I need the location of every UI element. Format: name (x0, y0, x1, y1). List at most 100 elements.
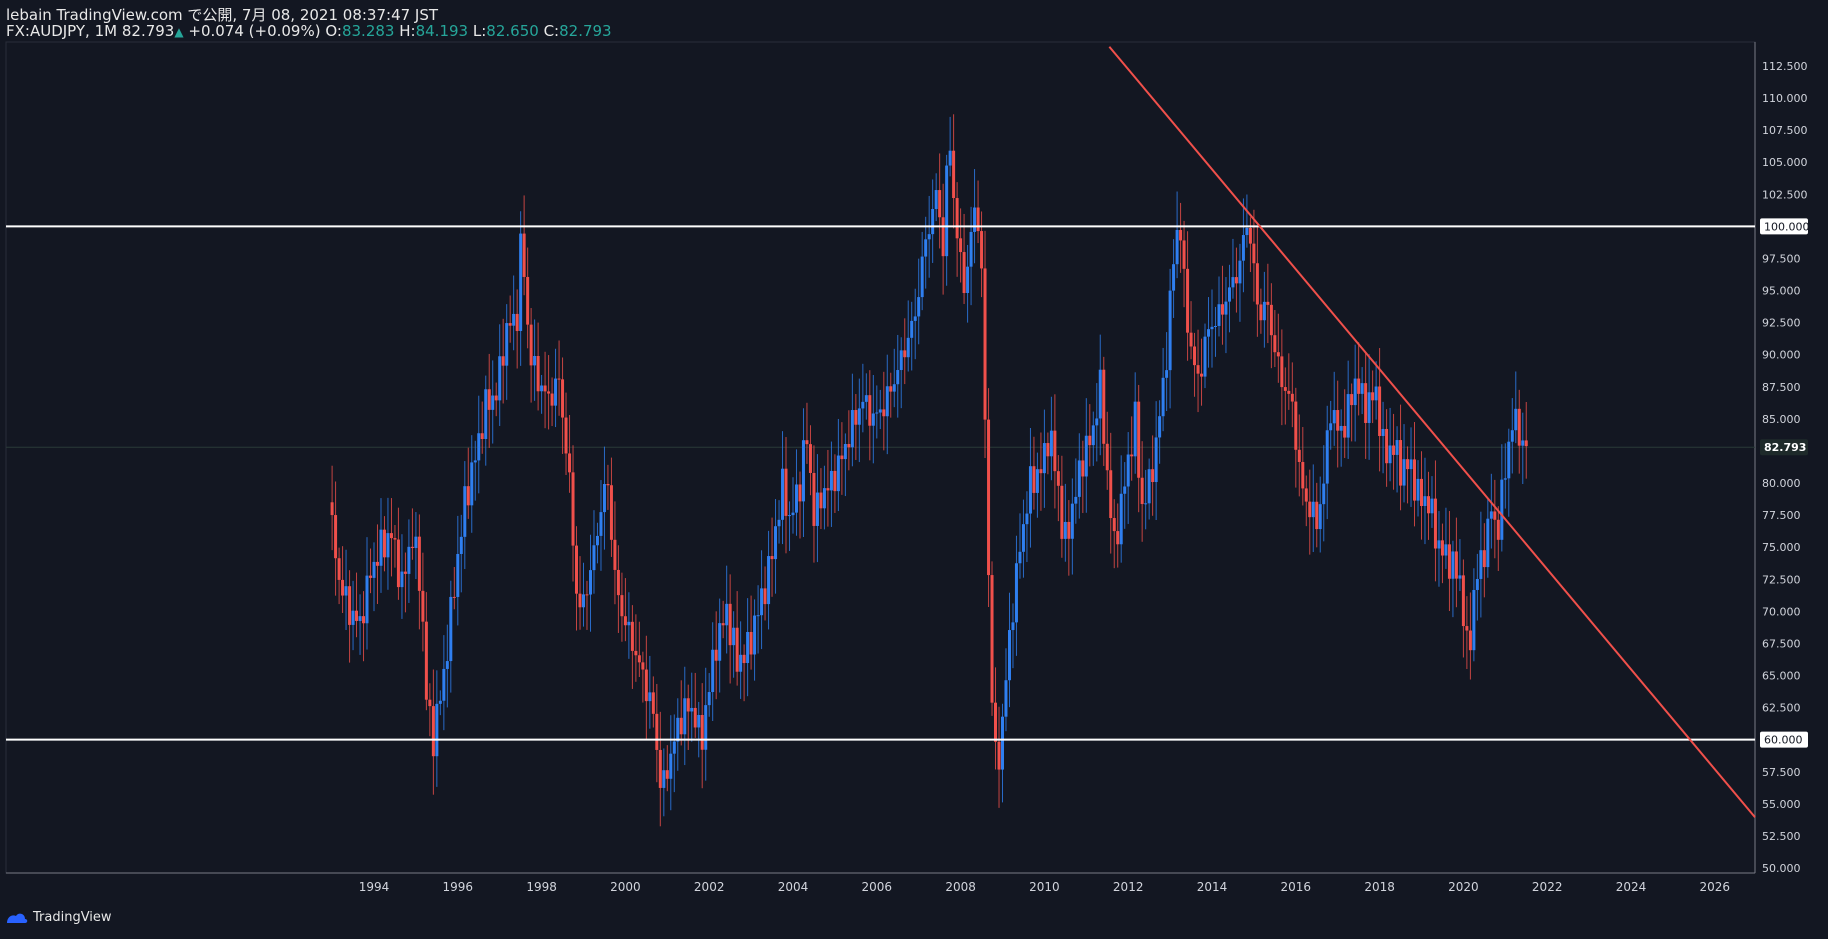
candle-body (1308, 501, 1312, 518)
candle (1322, 445, 1326, 542)
candle (756, 585, 760, 654)
candle (606, 464, 610, 510)
candle (1409, 427, 1413, 507)
candle (1252, 209, 1256, 302)
y-tick-label: 90.000 (1762, 349, 1801, 362)
candle-body (1332, 410, 1336, 424)
x-tick-label: 2006 (862, 880, 893, 894)
candle-body (1524, 440, 1528, 447)
candle (871, 375, 875, 464)
x-tick-label: 2016 (1281, 880, 1312, 894)
candle-body (613, 539, 617, 570)
candle-body (1388, 445, 1392, 464)
x-tick-label: 2018 (1364, 880, 1395, 894)
price-label-text: 100.000 (1764, 220, 1810, 233)
candle (788, 501, 792, 551)
candle (1475, 553, 1479, 621)
candle-body (704, 705, 708, 750)
candle-body (1123, 486, 1127, 494)
candle (379, 498, 383, 593)
candle (1105, 411, 1109, 490)
candle-body (344, 586, 348, 596)
candle (990, 561, 994, 716)
price-label-box (1760, 218, 1808, 235)
candle (1238, 243, 1242, 322)
candle (1440, 523, 1444, 584)
candle (1109, 432, 1113, 554)
candle (1266, 263, 1270, 344)
candle-body (1426, 496, 1430, 514)
candle-body (714, 649, 718, 661)
candle (508, 295, 512, 343)
candle (882, 371, 886, 451)
candle-body (421, 590, 425, 622)
candle-body (948, 150, 952, 166)
candle (1486, 499, 1490, 578)
candle (861, 363, 865, 433)
candle (1294, 387, 1298, 488)
candle-body (1283, 387, 1287, 391)
high-label: H: (399, 22, 416, 40)
candle-body (627, 621, 631, 626)
candle (1280, 329, 1284, 426)
candle (812, 445, 816, 563)
candle-body (1241, 235, 1245, 261)
candle-body (330, 502, 334, 516)
candle-body (1496, 519, 1500, 540)
up-arrow-icon: ▲ (174, 25, 184, 39)
candle-body (623, 616, 627, 626)
candle (1381, 401, 1385, 474)
candle-body (1493, 511, 1497, 520)
candle (962, 213, 966, 304)
candle (1179, 202, 1183, 273)
candle (1018, 513, 1022, 579)
candle (578, 556, 582, 630)
candle-body (889, 386, 893, 392)
candle (1116, 503, 1120, 568)
candle (770, 517, 774, 597)
candle-body (1210, 326, 1214, 330)
candle (375, 524, 379, 604)
candle (875, 385, 879, 439)
candle-body (1007, 630, 1011, 681)
candle-body (1119, 493, 1123, 545)
candle-body (1189, 332, 1193, 347)
drawings[interactable] (6, 46, 1756, 818)
candle-body (843, 444, 847, 460)
candle (1350, 383, 1354, 442)
candle-body (1116, 531, 1120, 545)
candle-body (1168, 290, 1172, 371)
time-axis[interactable]: 1994 1996 1998 2000 2002 2004 2006 2008 2010 2012… (359, 880, 1730, 894)
candle (791, 477, 795, 534)
candle-body (955, 198, 959, 239)
price-axis[interactable]: 50.000 52.500 55.000 57.500 60.000 62.500 65.0… (1760, 60, 1810, 875)
candle (421, 552, 425, 652)
candle-body (477, 433, 481, 461)
symbol-interval[interactable]: FX:AUDJPY, 1M (6, 22, 118, 40)
y-tick-label: 107.500 (1762, 124, 1808, 137)
candle-body (732, 627, 736, 646)
candle (801, 408, 805, 538)
trendline[interactable] (1108, 46, 1756, 818)
candle-body (683, 698, 687, 735)
candle-body (578, 593, 582, 608)
candle (369, 548, 373, 594)
candle-body (1510, 430, 1514, 442)
candle-body (1353, 378, 1357, 406)
candle-body (1465, 626, 1469, 631)
candle (389, 498, 393, 577)
candle (1070, 478, 1074, 575)
candle-body (1186, 268, 1190, 333)
candle (1074, 458, 1078, 524)
candle (1193, 332, 1197, 397)
candle-body (637, 655, 641, 663)
candle-body (945, 165, 949, 257)
candle (1168, 268, 1172, 409)
candle (386, 497, 390, 590)
candle (595, 522, 599, 564)
candle-body (1248, 227, 1252, 244)
candle (1095, 383, 1099, 462)
candle-body (1070, 503, 1074, 539)
candle (749, 595, 753, 670)
